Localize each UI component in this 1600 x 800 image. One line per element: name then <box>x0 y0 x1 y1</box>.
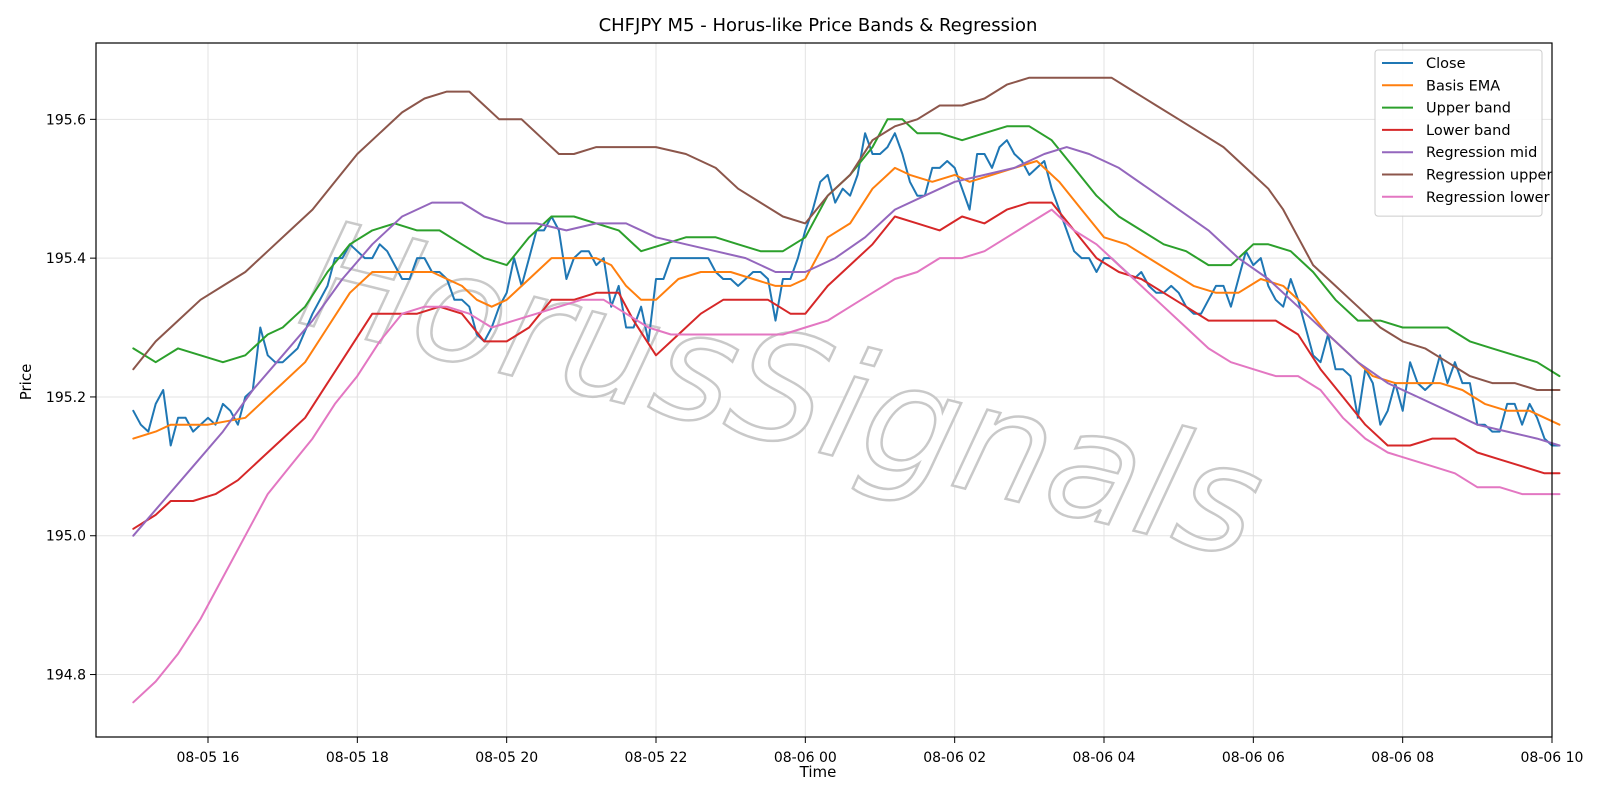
series-line-regression-upper <box>132 76 1561 391</box>
x-tick-label: 08-06 10 <box>1521 750 1584 766</box>
x-tick-label: 08-06 08 <box>1371 750 1434 766</box>
legend-label: Lower band <box>1426 123 1511 139</box>
x-tick-label: 08-06 06 <box>1222 750 1285 766</box>
series-line-upper-band <box>132 118 1561 378</box>
plot-frame <box>95 42 1553 738</box>
y-tick-label: 194.8 <box>46 668 86 684</box>
x-tick-label: 08-05 18 <box>326 750 389 766</box>
x-tick-label: 08-05 20 <box>475 750 538 766</box>
series-line-regression-mid <box>132 146 1561 537</box>
x-axis: 08-05 16 08-05 18 08-05 20 08-05 22 08-06 00… <box>177 737 1584 766</box>
y-tick-label: 195.2 <box>46 390 86 406</box>
legend-label: Upper band <box>1426 101 1511 117</box>
chart-title: CHFJPY M5 - Horus-like Price Bands & Reg… <box>599 15 1038 36</box>
x-tick-label: 08-06 04 <box>1073 750 1136 766</box>
y-axis-title: Price <box>17 364 35 401</box>
series-line-close <box>132 132 1561 447</box>
legend-label: Regression mid <box>1426 145 1537 161</box>
x-tick-label: 08-05 22 <box>625 750 688 766</box>
y-tick-label: 195.0 <box>46 529 86 545</box>
x-tick-label: 08-05 16 <box>177 750 240 766</box>
x-tick-label: 08-06 00 <box>774 750 837 766</box>
y-axis: 194.8 195.0 195.2 195.4 195.6 <box>46 112 96 684</box>
plot-area <box>96 43 1552 737</box>
x-tick-label: 08-06 02 <box>923 750 986 766</box>
legend-label: Close <box>1426 56 1466 72</box>
y-tick-label: 195.4 <box>46 251 86 267</box>
y-tick-label: 195.6 <box>46 112 86 128</box>
series-line-lower-band <box>132 201 1561 530</box>
series-lines <box>132 76 1561 704</box>
plot-background <box>96 43 1552 737</box>
legend-label: Regression upper <box>1426 168 1552 184</box>
legend: Close Basis EMA Upper band Lower band Regres… <box>1374 49 1552 217</box>
x-axis-title: Time <box>799 763 837 781</box>
series-line-basis-ema <box>132 160 1561 440</box>
series-line-regression-lower <box>132 208 1561 704</box>
legend-box <box>1374 49 1543 217</box>
legend-label: Basis EMA <box>1426 78 1500 94</box>
plot-border <box>95 42 1553 738</box>
legend-label: Regression lower <box>1426 190 1550 206</box>
